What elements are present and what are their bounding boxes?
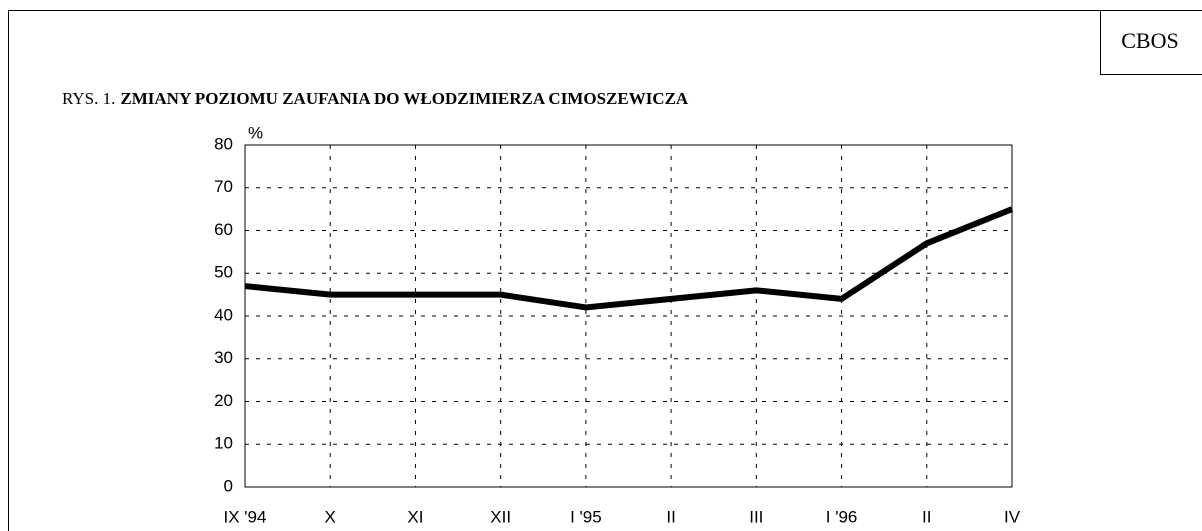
y-tick-label: 20 [214, 391, 233, 410]
frame [8, 10, 1202, 531]
source: CBOS [1121, 28, 1178, 53]
chart-title: RYS. 1. ZMIANY POZIOMU ZAUFANIA DO WŁODZI… [62, 89, 689, 108]
x-tick-label: XII [490, 507, 511, 526]
x-tick-label: II [922, 507, 931, 526]
y-tick-label: 70 [214, 177, 233, 196]
y-tick-label: 0 [224, 476, 233, 495]
x-tick-label: IV [1004, 507, 1021, 526]
y-tick-label: 50 [214, 263, 233, 282]
y-tick-label: 40 [214, 305, 233, 324]
x-tick-label: II [666, 507, 675, 526]
y-tick-label: 30 [214, 348, 233, 367]
x-tick-label: X [325, 507, 336, 526]
title: ZMIANY POZIOMU ZAUFANIA DO WŁODZIMIERZA … [120, 89, 689, 108]
y-axis-label: % [248, 123, 263, 142]
x-tick-label: III [749, 507, 763, 526]
y-tick-label: 10 [214, 434, 233, 453]
x-tick-label: I '96 [826, 507, 858, 526]
source-box [1100, 10, 1202, 75]
x-tick-label: XI [407, 507, 423, 526]
y-tick-label: 80 [214, 134, 233, 153]
plot-area [244, 144, 1013, 488]
figure-label: RYS. 1. [62, 89, 115, 108]
x-tick-label: I '95 [570, 507, 602, 526]
x-tick-label: IX '94 [224, 507, 267, 526]
y-tick-label: 60 [214, 220, 233, 239]
line [244, 206, 1014, 311]
